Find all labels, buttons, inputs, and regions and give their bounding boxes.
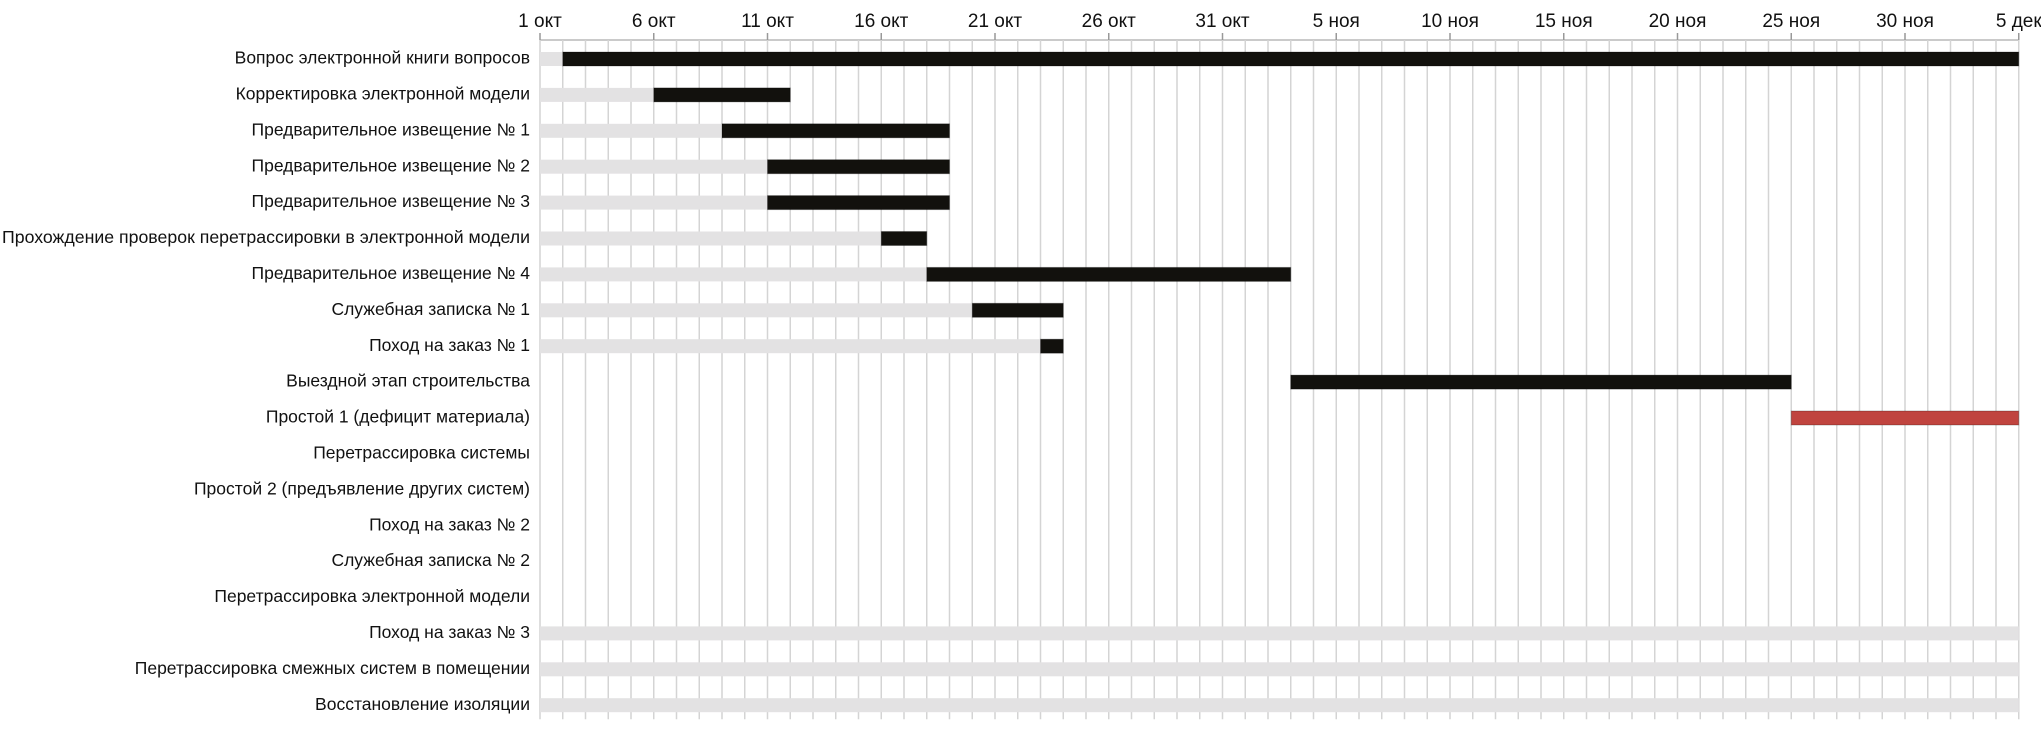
- task-row: Восстановление изоляции: [315, 694, 2019, 714]
- tick-label: 1 окт: [518, 11, 562, 32]
- offset-bar: [540, 698, 2019, 713]
- task-label: Вопрос электронной книги вопросов: [235, 48, 530, 68]
- task-label: Перетрассировка системы: [313, 443, 530, 463]
- task-label: Восстановление изоляции: [315, 694, 530, 714]
- tick-label: 25 ноя: [1762, 11, 1820, 32]
- tick-label: 26 окт: [1082, 11, 1137, 32]
- task-row: Простой 1 (дефицит материала): [266, 407, 2020, 427]
- task-row: Корректировка электронной модели: [236, 84, 791, 104]
- task-bar: [880, 231, 928, 246]
- offset-bar: [540, 52, 563, 66]
- offset-bar: [540, 195, 768, 210]
- tick-label: 15 ноя: [1535, 11, 1593, 32]
- task-row: Вопрос электронной книги вопросов: [235, 48, 2020, 68]
- task-row: Поход на заказ № 1: [369, 335, 1064, 355]
- task-row: Предварительное извещение № 4: [252, 263, 1292, 283]
- task-bar: [1290, 374, 1792, 390]
- tick-label: 31 окт: [1195, 11, 1250, 32]
- offset-bar: [540, 339, 1041, 354]
- task-label: Предварительное извещение № 4: [252, 263, 531, 283]
- task-bar: [767, 159, 950, 175]
- task-label: Перетрассировка смежных систем в помещен…: [135, 658, 530, 678]
- tick-label: 5 дек: [1996, 11, 2041, 32]
- tick-label: 16 окт: [854, 11, 909, 32]
- task-label: Перетрассировка электронной модели: [214, 586, 530, 606]
- tick-label: 20 ноя: [1649, 11, 1707, 32]
- task-bar: [767, 195, 950, 211]
- tick-label: 21 окт: [968, 11, 1023, 32]
- offset-bar: [540, 231, 882, 246]
- task-row: Выездной этап строительства: [286, 371, 1792, 391]
- offset-bar: [540, 626, 2019, 641]
- task-label: Корректировка электронной модели: [236, 84, 530, 104]
- task-row: Поход на заказ № 3: [369, 622, 2019, 642]
- tick-label: 10 ноя: [1421, 11, 1479, 32]
- task-label: Поход на заказ № 3: [369, 622, 530, 642]
- task-row: Предварительное извещение № 3: [252, 191, 950, 211]
- tick-label: 11 окт: [741, 11, 794, 32]
- task-label: Поход на заказ № 2: [369, 514, 530, 534]
- task-bar: [653, 87, 791, 103]
- task-row: Поход на заказ № 2: [369, 514, 530, 534]
- task-bar: [971, 302, 1064, 318]
- task-bar: [1040, 338, 1064, 354]
- task-row: Перетрассировка системы: [313, 443, 530, 463]
- tick-label: 5 ноя: [1313, 11, 1360, 32]
- offset-bar: [540, 303, 973, 318]
- tick-label: 30 ноя: [1876, 11, 1934, 32]
- task-row: Предварительное извещение № 1: [252, 119, 950, 139]
- task-label: Простой 1 (дефицит материала): [266, 407, 530, 427]
- task-bar: [721, 123, 950, 139]
- x-axis-ticks: 1 окт 6 окт 11 окт 16 окт 21 окт 26 окт 31 окт…: [518, 11, 2041, 40]
- task-label: Поход на заказ № 1: [369, 335, 530, 355]
- task-label: Служебная записка № 1: [331, 299, 530, 319]
- task-label: Служебная записка № 2: [331, 550, 530, 570]
- task-bar: [562, 51, 2020, 67]
- offset-bar: [540, 87, 654, 102]
- task-row: Простой 2 (предъявление других систем): [194, 478, 530, 498]
- task-label: Простой 2 (предъявление других систем): [194, 478, 530, 498]
- tick-label: 6 окт: [632, 11, 676, 32]
- grid-lines: [539, 39, 2020, 720]
- task-label: Предварительное извещение № 2: [252, 155, 530, 175]
- task-label: Выездной этап строительства: [286, 371, 530, 391]
- offset-bar: [540, 123, 722, 138]
- task-row: Служебная записка № 2: [331, 550, 530, 570]
- task-label: Предварительное извещение № 1: [252, 119, 530, 139]
- task-rows: Вопрос электронной книги вопросов Коррект…: [2, 48, 2020, 714]
- task-bar: [926, 266, 1292, 282]
- downtime-bar: [1790, 410, 2020, 426]
- offset-bar: [540, 267, 927, 282]
- offset-bar: [540, 662, 2019, 677]
- task-row: Перетрассировка электронной модели: [214, 586, 530, 606]
- task-label: Прохождение проверок перетрассировки в э…: [2, 227, 530, 247]
- task-row: Перетрассировка смежных систем в помещен…: [135, 658, 2019, 678]
- task-row: Служебная записка № 1: [331, 299, 1064, 319]
- task-row: Прохождение проверок перетрассировки в э…: [2, 227, 928, 247]
- task-label: Предварительное извещение № 3: [252, 191, 530, 211]
- task-row: Предварительное извещение № 2: [252, 155, 950, 175]
- offset-bar: [540, 159, 768, 174]
